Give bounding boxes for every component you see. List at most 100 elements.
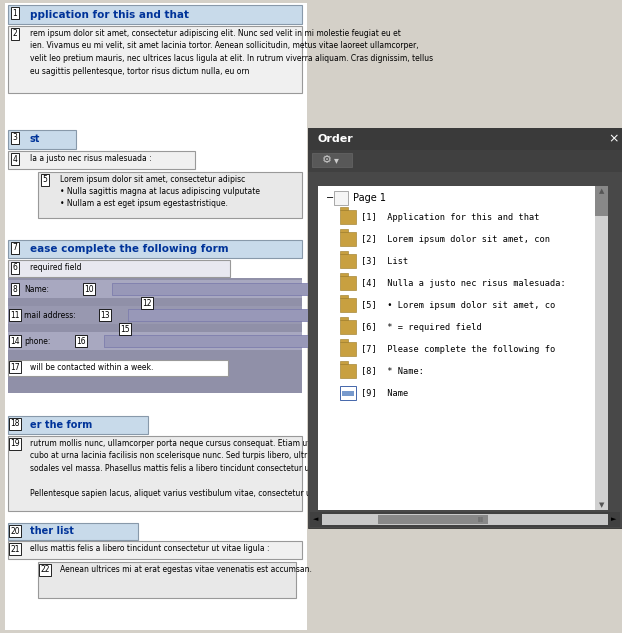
Bar (340, 276, 356, 290)
Bar (340, 320, 356, 334)
Text: 16: 16 (76, 337, 86, 346)
Text: [4]  Nulla a justo nec risus malesuada:: [4] Nulla a justo nec risus malesuada: (361, 279, 566, 287)
Text: 6: 6 (12, 263, 17, 272)
Bar (8, 332, 302, 350)
Bar (310, 512, 620, 527)
Bar (340, 361, 348, 364)
Text: 2: 2 (12, 30, 17, 39)
Text: 4: 4 (12, 154, 17, 163)
Bar (308, 150, 622, 528)
Text: −: − (326, 193, 334, 203)
Text: [2]  Lorem ipsum dolor sit amet, con: [2] Lorem ipsum dolor sit amet, con (361, 234, 550, 244)
Text: 19: 19 (10, 439, 20, 449)
Text: ►: ► (611, 517, 616, 522)
Bar (8, 5, 302, 24)
Text: la a justo nec risus malesuada :: la a justo nec risus malesuada : (30, 154, 152, 163)
Bar (8, 306, 302, 324)
Text: Name:: Name: (24, 284, 49, 294)
Bar (112, 283, 312, 295)
Bar (8, 26, 302, 93)
Bar (340, 251, 348, 254)
Text: [8]  * Name:: [8] * Name: (361, 367, 424, 375)
Bar (595, 186, 608, 216)
Bar (5, 3, 307, 630)
Text: 22: 22 (40, 565, 50, 575)
Text: Order: Order (318, 134, 354, 144)
Text: mail address:: mail address: (24, 311, 76, 320)
Bar (340, 364, 356, 378)
Bar (340, 207, 348, 210)
Bar (340, 229, 348, 232)
Bar (8, 360, 228, 376)
Text: ×: × (609, 132, 620, 146)
Text: ⚙: ⚙ (322, 155, 332, 165)
Text: III: III (477, 517, 483, 522)
Bar (128, 309, 312, 321)
Text: [9]  Name: [9] Name (361, 389, 408, 398)
Text: [5]  • Lorem ipsum dolor sit amet, co: [5] • Lorem ipsum dolor sit amet, co (361, 301, 555, 310)
Text: ease complete the following form: ease complete the following form (30, 244, 229, 254)
Text: ◄: ◄ (313, 517, 318, 522)
Bar (318, 186, 608, 510)
Text: rutrum mollis nunc, ullamcorper porta neque cursus consequat. Etiam ut semper li: rutrum mollis nunc, ullamcorper porta ne… (30, 439, 417, 498)
Text: phone:: phone: (24, 337, 50, 346)
Text: rem ipsum dolor sit amet, consectetur adipiscing elit. Nunc sed velit in mi mole: rem ipsum dolor sit amet, consectetur ad… (30, 29, 433, 75)
Bar (378, 515, 488, 524)
Text: 11: 11 (10, 311, 20, 320)
Text: required field: required field (30, 263, 81, 272)
Bar (340, 317, 348, 320)
Bar (8, 280, 302, 298)
Bar (340, 295, 348, 298)
Bar (340, 210, 356, 224)
Bar (308, 150, 622, 172)
Text: 13: 13 (100, 311, 110, 320)
Text: [3]  List: [3] List (361, 256, 408, 265)
Text: 15: 15 (120, 325, 130, 334)
Text: ther list: ther list (30, 527, 74, 537)
Text: 3: 3 (12, 134, 17, 142)
Bar (340, 298, 356, 312)
Bar (8, 278, 302, 393)
Bar (8, 416, 148, 434)
Bar (8, 240, 302, 258)
Bar (322, 514, 608, 525)
Text: ▾: ▾ (334, 155, 339, 165)
Text: 14: 14 (10, 337, 20, 346)
Text: 10: 10 (84, 284, 94, 294)
Bar (8, 523, 138, 540)
Bar (308, 128, 622, 150)
Text: [1]  Application for this and that: [1] Application for this and that (361, 213, 539, 222)
Bar (8, 130, 76, 149)
Bar (308, 128, 622, 528)
Text: 18: 18 (10, 420, 20, 429)
Bar (312, 153, 352, 167)
Text: 12: 12 (142, 299, 152, 308)
Text: [6]  * = required field: [6] * = required field (361, 322, 482, 332)
Bar (340, 232, 356, 246)
Text: st: st (30, 134, 40, 144)
Bar (334, 191, 348, 205)
Text: 5: 5 (42, 175, 47, 184)
Text: 21: 21 (10, 544, 20, 553)
Text: 8: 8 (12, 284, 17, 294)
Bar (38, 562, 296, 598)
Bar (8, 436, 302, 511)
Bar (340, 339, 348, 342)
Bar (104, 335, 312, 347)
Bar (340, 386, 356, 400)
Bar (8, 260, 230, 277)
Text: Page 1: Page 1 (353, 193, 386, 203)
Text: Aenean ultrices mi at erat egestas vitae venenatis est accumsan.: Aenean ultrices mi at erat egestas vitae… (60, 565, 312, 574)
Text: 17: 17 (10, 363, 20, 372)
Text: will be contacted within a week.: will be contacted within a week. (30, 363, 154, 372)
Text: er the form: er the form (30, 420, 92, 430)
Bar (8, 151, 195, 169)
Text: ▼: ▼ (599, 502, 604, 508)
Text: 1: 1 (12, 8, 17, 18)
Bar (342, 391, 354, 396)
Bar (595, 186, 608, 510)
Text: 7: 7 (12, 244, 17, 253)
Text: 20: 20 (10, 527, 20, 536)
Bar (8, 541, 302, 559)
Text: ▲: ▲ (599, 188, 604, 194)
